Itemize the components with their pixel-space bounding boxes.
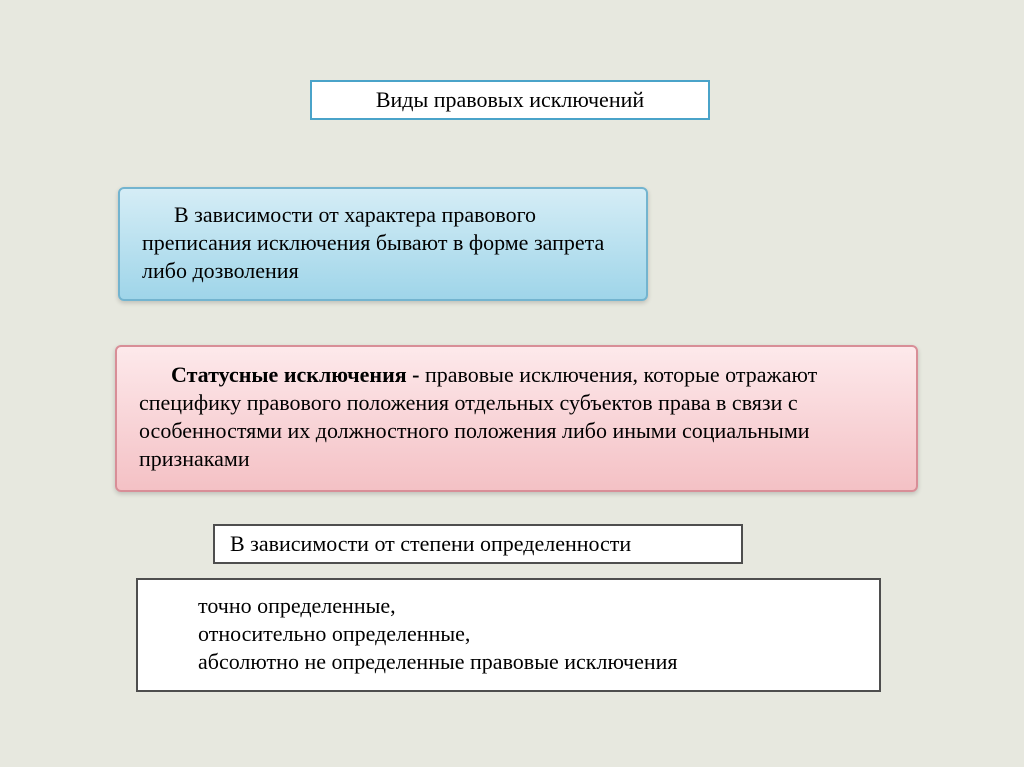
white-box-header: В зависимости от степени определенности bbox=[213, 524, 743, 564]
blue-info-box: В зависимости от характера правового пре… bbox=[118, 187, 648, 301]
white-box-2-line1: точно определенные, bbox=[198, 592, 857, 620]
pink-info-box: Статусные исключения - правовые исключен… bbox=[115, 345, 918, 492]
blue-box-text: В зависимости от характера правового пре… bbox=[142, 201, 624, 285]
white-box-list: точно определенные, относительно определ… bbox=[136, 578, 881, 692]
title-text: Виды правовых исключений bbox=[376, 87, 644, 113]
white-box-2-line2: относительно определенные, bbox=[198, 620, 857, 648]
title-box: Виды правовых исключений bbox=[310, 80, 710, 120]
white-box-2-line3: абсолютно не определенные правовые исклю… bbox=[198, 648, 857, 676]
pink-box-bold: Статусные исключения - bbox=[171, 362, 425, 387]
pink-box-content: Статусные исключения - правовые исключен… bbox=[139, 361, 894, 474]
white-box-1-text: В зависимости от степени определенности bbox=[230, 531, 631, 557]
